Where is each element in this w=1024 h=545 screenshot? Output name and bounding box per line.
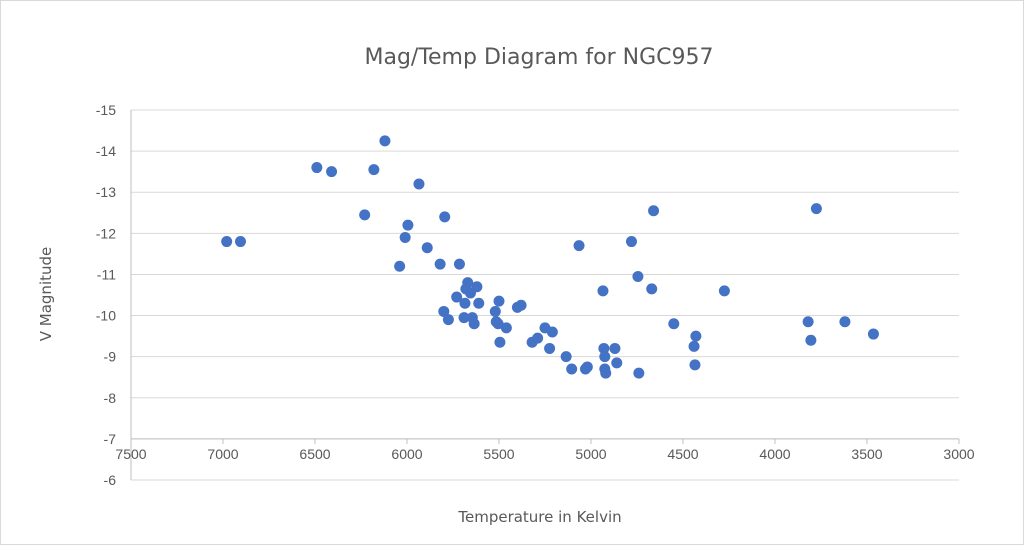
data-point [867,328,879,340]
data-point [399,231,411,243]
data-point [494,336,506,348]
data-point [839,316,851,328]
data-point [402,219,414,231]
data-point [632,271,644,282]
data-point [379,135,391,147]
data-point [599,351,611,363]
data-point [600,367,612,379]
data-point [597,285,609,297]
x-tick-label: 5000 [575,446,606,462]
data-point [532,332,544,344]
data-point [326,166,338,178]
data-point [668,318,680,330]
y-tick-label: -12 [96,225,116,241]
y-tick-label: -11 [97,266,116,282]
data-point [500,322,512,334]
y-tick-label: -7 [104,431,117,447]
y-tick-label: -15 [96,102,116,118]
data-point [221,236,233,248]
data-point [368,164,380,176]
x-tick-label: 6500 [299,446,330,462]
data-point [573,240,585,252]
y-tick-label: -8 [104,390,117,406]
data-point [646,283,658,295]
data-point [689,359,701,371]
data-point [434,258,446,270]
gridlines [130,109,960,481]
data-point [625,236,637,248]
data-point [394,260,406,272]
chart-title: Mag/Temp Diagram for NGC957 [364,45,713,70]
data-point [462,277,474,289]
y-axis-label: V Magnitude [37,247,55,342]
data-point [802,316,814,328]
data-point [566,363,578,375]
data-point [234,236,246,248]
data-point [421,242,433,254]
data-points [221,135,879,379]
data-point [690,330,702,342]
x-tick-label: 3000 [943,446,974,462]
data-point [413,178,425,190]
x-tick-label: 5500 [483,446,514,462]
data-point [581,361,593,373]
data-point [459,297,471,309]
data-point [598,342,610,354]
x-tick-label: 3500 [851,446,882,462]
data-point [451,291,463,303]
data-point [438,305,450,317]
data-point [471,281,483,293]
y-tick-label: -14 [96,143,116,159]
data-point [560,351,572,363]
data-point [688,340,700,352]
data-point [546,326,558,338]
y-tick-label: -13 [96,184,116,200]
data-point [473,297,485,309]
data-point [493,295,505,307]
x-tick-label: 4500 [667,446,698,462]
data-point [805,334,817,346]
x-tick-label: 4000 [759,446,790,462]
data-point [492,318,504,330]
data-point [718,285,730,297]
data-point [311,162,323,174]
tick-labels: 7500 7000 6500 6000 5500 5000 4500 4000 3500 3000… [96,102,975,488]
y-tick-label: -9 [104,349,117,365]
data-point [810,203,822,215]
data-point [611,357,623,369]
x-tick-label: 7500 [115,446,146,462]
y-tick-label: -10 [96,308,116,324]
y-tick-label: -6 [104,472,117,488]
data-point [439,211,451,223]
data-point [458,312,470,324]
data-point [489,305,501,317]
data-point [453,258,465,270]
data-point [359,209,371,221]
x-axis-label: Temperature in Kelvin [457,508,621,526]
x-tick-label: 7000 [207,446,238,462]
data-point [609,342,621,354]
data-point [648,205,660,217]
data-point [468,318,480,330]
data-point [544,342,556,354]
data-point [442,314,454,326]
x-tick-label: 6000 [391,446,422,462]
data-point [515,299,527,311]
data-point [633,367,645,379]
